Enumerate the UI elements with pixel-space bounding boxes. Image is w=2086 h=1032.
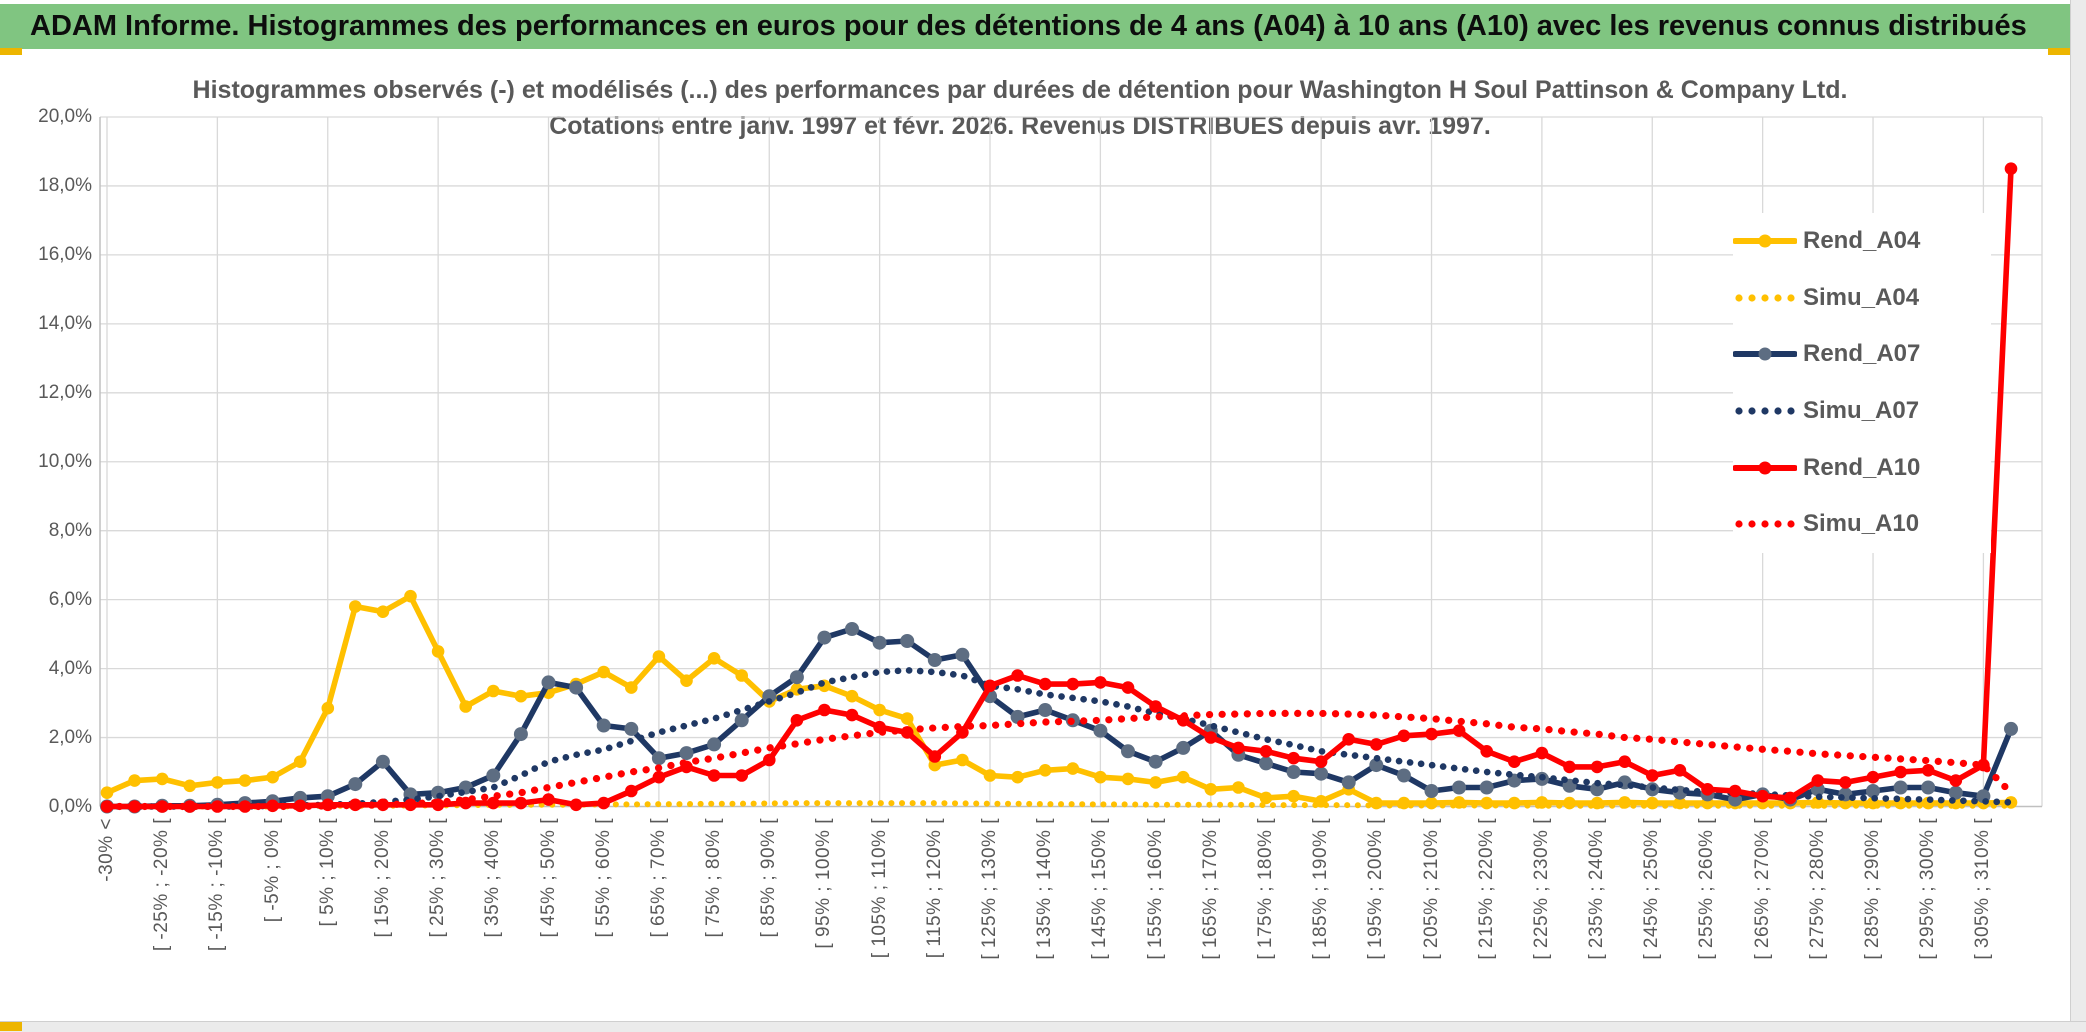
legend-label-Simu_A10: Simu_A10 xyxy=(1803,510,1920,538)
x-tick-label: [ 245% ; 250% [ xyxy=(1641,818,1663,960)
x-tick-label: [ 305% ; 310% [ xyxy=(1972,818,1994,960)
gold-accent-left xyxy=(0,48,22,55)
series-Rend_A04 xyxy=(104,593,2014,806)
legend-item-Rend_A04[interactable]: Rend_A04 xyxy=(1732,213,1991,270)
x-tick-label: [ 185% ; 190% [ xyxy=(1310,818,1332,960)
x-tick-label: [ 25% ; 30% [ xyxy=(427,818,449,938)
legend-item-Rend_A10[interactable]: Rend_A10 xyxy=(1732,439,1991,496)
y-tick-label: 4,0% xyxy=(48,657,92,679)
x-tick-label: [ 205% ; 210% [ xyxy=(1420,818,1442,960)
header-bar: ADAM Informe. Histogrammes des performan… xyxy=(0,4,2070,49)
x-tick-label: -30% < xyxy=(96,818,117,882)
x-tick-label: [ 145% ; 150% [ xyxy=(1089,818,1111,960)
horizontal-scrollbar-thumb[interactable] xyxy=(0,1022,22,1031)
x-tick-label: [ 55% ; 60% [ xyxy=(592,818,614,938)
series-Rend_A10 xyxy=(104,165,2014,810)
legend-swatch-Rend_A07 xyxy=(1732,346,1798,362)
legend-swatch-Rend_A10 xyxy=(1732,460,1798,476)
legend-label-Rend_A10: Rend_A10 xyxy=(1803,453,1921,481)
legend-label-Rend_A07: Rend_A07 xyxy=(1803,340,1921,368)
x-tick-label: [ 225% ; 230% [ xyxy=(1530,818,1552,960)
legend: Rend_A04 Simu_A04 Rend_A07 Simu_A07 Rend_A10… xyxy=(1732,213,1991,553)
x-tick-label: [ 65% ; 70% [ xyxy=(647,818,669,938)
legend-swatch-Simu_A10 xyxy=(1733,516,1797,532)
x-tick-label: [ 215% ; 220% [ xyxy=(1475,818,1497,960)
x-tick-label: [ 275% ; 280% [ xyxy=(1806,818,1828,960)
x-tick-label: [ 195% ; 200% [ xyxy=(1365,818,1387,960)
x-tick-label: [ 125% ; 130% [ xyxy=(979,818,1000,960)
legend-item-Rend_A07[interactable]: Rend_A07 xyxy=(1732,326,1991,383)
x-tick-label: [ 5% ; 10% [ xyxy=(316,818,338,927)
legend-swatch-Simu_A07 xyxy=(1733,403,1797,419)
x-tick-label: [ 175% ; 180% [ xyxy=(1254,818,1276,960)
legend-label-Simu_A04: Simu_A04 xyxy=(1803,283,1920,311)
y-tick-label: 18,0% xyxy=(38,174,92,196)
x-tick-label: [ 35% ; 40% [ xyxy=(482,818,504,938)
legend-item-Simu_A07[interactable]: Simu_A07 xyxy=(1733,383,1991,440)
x-tick-label: [ 75% ; 80% [ xyxy=(703,818,725,938)
y-tick-label: 2,0% xyxy=(48,726,92,748)
x-tick-label: [ -25% ; -20% [ xyxy=(151,818,173,952)
y-tick-label: 14,0% xyxy=(38,312,92,334)
y-tick-label: 20,0% xyxy=(38,106,92,127)
y-tick-label: 6,0% xyxy=(48,588,92,610)
x-tick-label: [ 295% ; 300% [ xyxy=(1917,818,1939,960)
x-tick-label: [ 45% ; 50% [ xyxy=(537,818,559,938)
x-tick-label: [ -5% ; 0% [ xyxy=(261,818,283,923)
vertical-scrollbar[interactable] xyxy=(2070,0,2086,1031)
legend-swatch-Rend_A04 xyxy=(1732,233,1798,249)
y-tick-label: 10,0% xyxy=(38,450,92,472)
x-tick-label: [ 15% ; 20% [ xyxy=(371,818,393,938)
legend-item-Simu_A10[interactable]: Simu_A10 xyxy=(1733,496,1991,553)
x-tick-label: [ 265% ; 270% [ xyxy=(1751,818,1773,960)
horizontal-scrollbar[interactable] xyxy=(0,1021,2086,1032)
x-tick-label: [ 135% ; 140% [ xyxy=(1034,818,1056,960)
legend-label-Simu_A07: Simu_A07 xyxy=(1803,397,1920,425)
chart-title-line1: Histogrammes observés (-) et modélisés (… xyxy=(192,76,1848,104)
x-tick-label: [ 165% ; 170% [ xyxy=(1199,818,1221,960)
legend-item-Simu_A04[interactable]: Simu_A04 xyxy=(1733,270,1991,327)
series-Rend_A07 xyxy=(104,626,2014,810)
x-tick-label: [ 95% ; 100% [ xyxy=(813,818,835,949)
x-tick-label: [ 285% ; 290% [ xyxy=(1862,818,1884,960)
header-title: ADAM Informe. Histogrammes des performan… xyxy=(30,10,2027,42)
x-tick-label: [ 255% ; 260% [ xyxy=(1696,818,1718,960)
x-tick-label: [ 235% ; 240% [ xyxy=(1586,818,1608,960)
y-tick-label: 0,0% xyxy=(48,795,92,817)
legend-swatch-Simu_A04 xyxy=(1733,290,1797,306)
y-tick-label: 12,0% xyxy=(38,381,92,403)
x-tick-label: [ 115% ; 120% [ xyxy=(923,818,945,959)
legend-label-Rend_A04: Rend_A04 xyxy=(1803,227,1921,255)
x-tick-label: [ 105% ; 110% [ xyxy=(868,818,890,959)
x-tick-label: [ -15% ; -10% [ xyxy=(206,818,228,952)
x-tick-label: [ 85% ; 90% [ xyxy=(758,818,780,938)
series-Simu_A10 xyxy=(103,709,2015,811)
x-tick-label: [ 155% ; 160% [ xyxy=(1144,818,1166,960)
gold-accent-corner-h xyxy=(2048,48,2080,55)
series-Simu_A07 xyxy=(103,666,2015,810)
y-tick-label: 16,0% xyxy=(38,243,92,265)
y-tick-label: 8,0% xyxy=(48,519,92,541)
